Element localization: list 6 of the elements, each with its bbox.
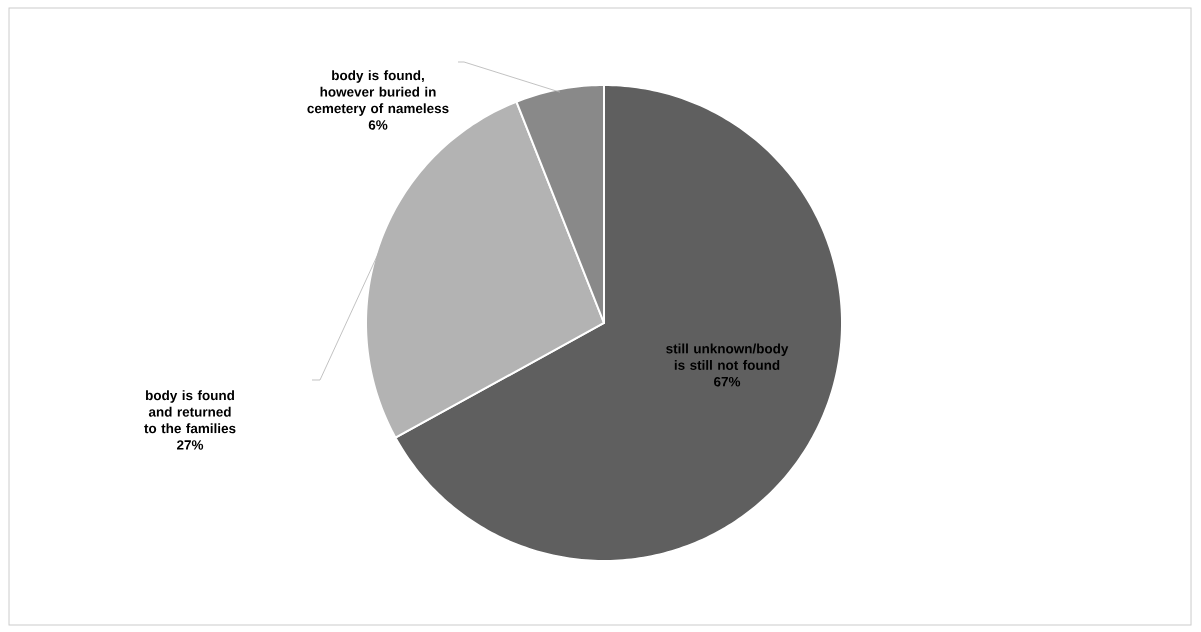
slice-label: body is found and returned to the families bbox=[144, 390, 236, 434]
slice-label: still unknown/body is still not found bbox=[666, 343, 789, 370]
data-label: 67% bbox=[714, 376, 741, 387]
slice-label: body is found, however buried in cemetery of nameless bbox=[307, 70, 449, 116]
data-label: 6% bbox=[368, 120, 388, 130]
data-label: 27% bbox=[176, 440, 204, 450]
